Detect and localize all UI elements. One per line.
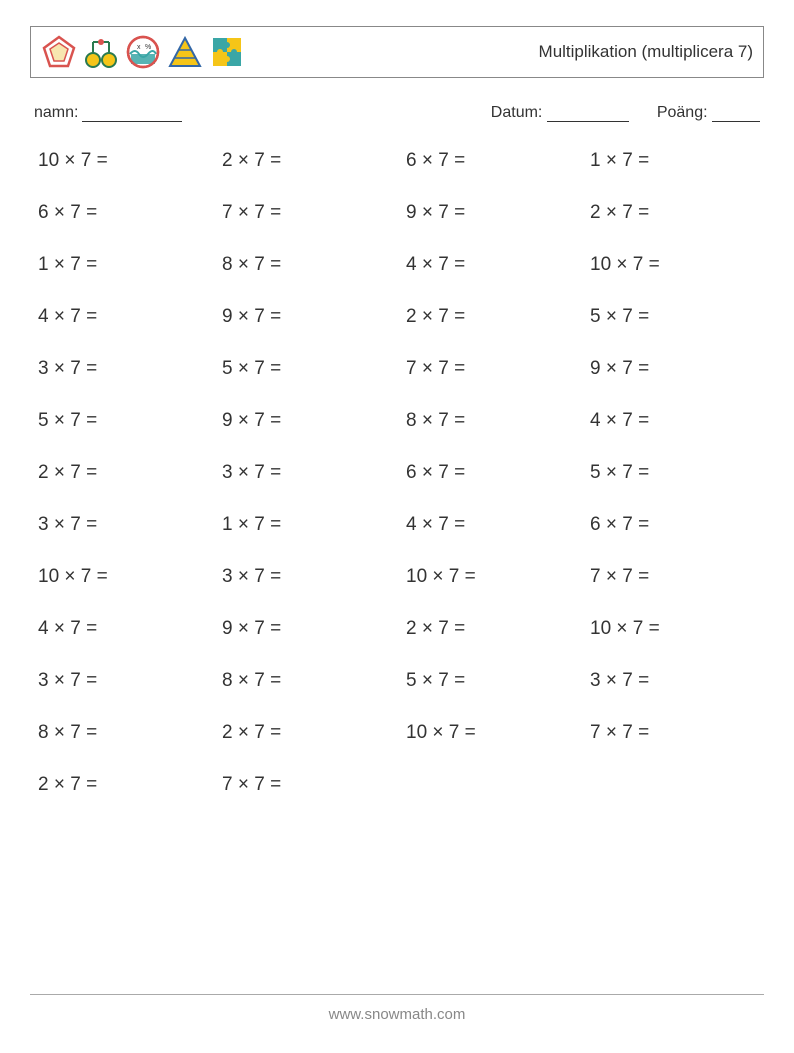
- problem-cell: 5 × 7 =: [406, 670, 580, 692]
- problem-cell: 8 × 7 =: [222, 670, 396, 692]
- triangle-icon: [167, 34, 203, 70]
- problem-cell: 6 × 7 =: [406, 150, 580, 172]
- problem-cell: 2 × 7 =: [406, 306, 580, 328]
- problem-cell: [406, 774, 580, 796]
- footer-line: [30, 994, 764, 995]
- problem-cell: 4 × 7 =: [38, 306, 212, 328]
- problem-cell: 4 × 7 =: [406, 514, 580, 536]
- problem-cell: 10 × 7 =: [590, 618, 764, 640]
- footer-url: www.snowmath.com: [0, 1006, 794, 1023]
- problem-cell: 9 × 7 =: [222, 306, 396, 328]
- problem-cell: 7 × 7 =: [406, 358, 580, 380]
- problem-cell: 3 × 7 =: [38, 670, 212, 692]
- problem-cell: 9 × 7 =: [590, 358, 764, 380]
- score-label: Poäng:: [657, 104, 708, 121]
- problem-cell: 4 × 7 =: [38, 618, 212, 640]
- problem-cell: 8 × 7 =: [222, 254, 396, 276]
- problem-cell: 3 × 7 =: [38, 358, 212, 380]
- wave-circle-icon: x %: [125, 34, 161, 70]
- problem-cell: 2 × 7 =: [590, 202, 764, 224]
- problem-cell: 1 × 7 =: [590, 150, 764, 172]
- problem-cell: 10 × 7 =: [406, 722, 580, 744]
- problem-cell: 2 × 7 =: [38, 774, 212, 796]
- problem-cell: [590, 774, 764, 796]
- problem-cell: 3 × 7 =: [222, 566, 396, 588]
- name-blank: [82, 104, 182, 122]
- puzzle-icon: [209, 34, 245, 70]
- problem-cell: 6 × 7 =: [406, 462, 580, 484]
- pentagon-icon: [41, 34, 77, 70]
- problem-cell: 10 × 7 =: [38, 150, 212, 172]
- date-label: Datum:: [491, 104, 543, 121]
- problem-cell: 6 × 7 =: [38, 202, 212, 224]
- problem-cell: 4 × 7 =: [590, 410, 764, 432]
- problem-cell: 4 × 7 =: [406, 254, 580, 276]
- problem-cell: 5 × 7 =: [590, 306, 764, 328]
- problem-cell: 7 × 7 =: [590, 722, 764, 744]
- problem-cell: 7 × 7 =: [222, 202, 396, 224]
- problem-cell: 1 × 7 =: [222, 514, 396, 536]
- problem-cell: 5 × 7 =: [222, 358, 396, 380]
- problem-cell: 2 × 7 =: [406, 618, 580, 640]
- circles-icon: [83, 34, 119, 70]
- problem-cell: 9 × 7 =: [222, 410, 396, 432]
- problem-cell: 2 × 7 =: [222, 722, 396, 744]
- icons-row: x %: [41, 34, 245, 70]
- problem-cell: 3 × 7 =: [38, 514, 212, 536]
- info-row: namn: Datum: Poäng:: [30, 104, 764, 122]
- problem-cell: 5 × 7 =: [590, 462, 764, 484]
- problem-cell: 10 × 7 =: [406, 566, 580, 588]
- problem-cell: 7 × 7 =: [590, 566, 764, 588]
- svg-text:x: x: [137, 44, 141, 51]
- problem-cell: 7 × 7 =: [222, 774, 396, 796]
- header-box: x % Multiplikation (multiplicera 7): [30, 26, 764, 78]
- svg-text:%: %: [145, 44, 151, 51]
- score-blank: [712, 104, 760, 122]
- name-label: namn:: [34, 104, 78, 122]
- problems-grid: 10 × 7 = 2 × 7 = 6 × 7 = 1 × 7 = 6 × 7 = 7 × …: [30, 150, 764, 796]
- date-blank: [547, 104, 629, 122]
- problem-cell: 6 × 7 =: [590, 514, 764, 536]
- problem-cell: 9 × 7 =: [222, 618, 396, 640]
- problem-cell: 5 × 7 =: [38, 410, 212, 432]
- problem-cell: 2 × 7 =: [38, 462, 212, 484]
- problem-cell: 8 × 7 =: [38, 722, 212, 744]
- problem-cell: 8 × 7 =: [406, 410, 580, 432]
- problem-cell: 9 × 7 =: [406, 202, 580, 224]
- problem-cell: 3 × 7 =: [222, 462, 396, 484]
- problem-cell: 10 × 7 =: [38, 566, 212, 588]
- problem-cell: 3 × 7 =: [590, 670, 764, 692]
- problem-cell: 2 × 7 =: [222, 150, 396, 172]
- problem-cell: 1 × 7 =: [38, 254, 212, 276]
- worksheet-title: Multiplikation (multiplicera 7): [539, 42, 753, 62]
- problem-cell: 10 × 7 =: [590, 254, 764, 276]
